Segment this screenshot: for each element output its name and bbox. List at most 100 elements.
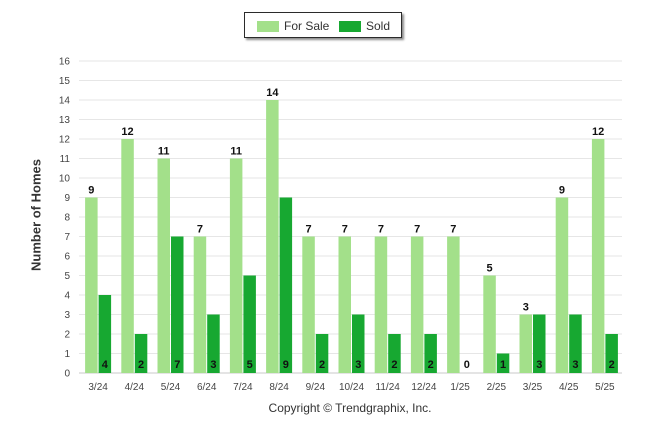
bar-for-sale[interactable] [555,197,569,374]
data-label: 2 [391,359,397,371]
bar-sold[interactable] [315,334,329,373]
bar-for-sale[interactable] [193,236,207,374]
legend-item-sold[interactable]: Sold [339,19,390,33]
bar-sold[interactable] [98,295,112,373]
data-label: 2 [428,359,434,371]
legend: For Sale Sold [244,12,402,38]
y-tick-label: 2 [64,330,70,341]
bar-for-sale[interactable] [519,314,533,374]
x-tick-label: 10/24 [339,382,364,393]
x-tick-label: 5/24 [161,382,181,393]
bar-sold[interactable] [279,197,293,374]
x-tick-label: 3/25 [523,382,543,393]
bar-sold[interactable] [424,334,437,373]
data-label: 2 [319,359,325,371]
data-label: 7 [305,224,311,236]
bar-for-sale[interactable] [266,100,279,373]
y-tick-label: 14 [59,96,71,107]
data-label: 1 [500,359,506,371]
data-label: 14 [266,87,279,99]
bar-sold[interactable] [569,314,582,374]
bar-sold[interactable] [171,236,184,374]
bar-for-sale[interactable] [229,158,243,374]
bar-sold[interactable] [533,314,546,374]
x-tick-label: 4/24 [125,382,145,393]
x-tick-label: 8/24 [269,382,289,393]
bar-for-sale[interactable] [338,236,352,374]
bar-sold[interactable] [134,334,148,373]
x-tick-label: 11/24 [376,382,401,393]
data-label: 9 [559,185,565,197]
bars [85,100,618,373]
bar-sold[interactable] [352,314,365,374]
y-tick-label: 4 [64,291,70,302]
y-tick-label: 9 [64,193,70,204]
bar-for-sale[interactable] [591,139,605,373]
data-label: 7 [414,224,420,236]
bar-sold[interactable] [207,314,220,374]
data-label: 7 [174,359,180,371]
x-tick-label: 2/25 [487,382,507,393]
x-tick-label: 7/24 [233,382,253,393]
bar-for-sale[interactable] [121,139,134,373]
y-tick-label: 16 [59,57,71,68]
data-label: 5 [486,263,492,275]
data-label: 3 [572,359,578,371]
bar-sold[interactable] [388,334,401,373]
x-tick-label: 4/25 [559,382,579,393]
legend-label-sold: Sold [366,19,391,33]
x-tick-label: 3/24 [88,382,108,393]
data-label: 7 [378,224,384,236]
data-label: 12 [592,126,604,138]
data-label: 9 [283,359,289,371]
y-tick-label: 12 [59,135,71,146]
data-label: 5 [247,359,253,371]
data-label: 7 [450,224,456,236]
data-label: 9 [88,185,94,197]
data-label: 3 [536,359,542,371]
bar-for-sale[interactable] [447,236,460,374]
bar-for-sale[interactable] [410,236,424,374]
bar-sold[interactable] [243,275,256,374]
data-label: 4 [102,359,109,371]
bar-for-sale[interactable] [157,158,171,374]
data-label: 11 [158,146,170,158]
data-label: 2 [609,359,615,371]
y-tick-label: 8 [64,213,70,224]
data-label: 2 [138,359,144,371]
legend-swatch-for-sale [257,20,279,32]
data-label: 7 [342,224,348,236]
y-axis-title: Number of Homes [28,159,44,271]
data-label: 3 [355,359,361,371]
y-tick-label: 5 [64,271,70,282]
data-label: 0 [464,359,470,371]
data-label: 12 [121,126,133,138]
data-label: 7 [197,224,203,236]
x-axis-ticks: 3/24 4/24 5/24 6/24 7/24 8/24 9/24 10/24 11/24 12… [88,382,615,393]
y-tick-label: 7 [64,232,70,243]
data-labels: 9 4 12 2 11 7 7 3 11 5 14 9 7 2 7 3 7 2 7 2 7 0 5 1 3 3 9 3 12 2 [88,87,614,371]
bar-sold[interactable] [605,334,618,373]
legend-item-for-sale[interactable]: For Sale [257,19,329,33]
copyright-credit: Copyright © Trendgraphix, Inc. [268,401,432,415]
x-tick-label: 1/25 [450,382,470,393]
data-label: 3 [523,302,529,314]
y-tick-label: 15 [59,76,71,87]
bar-sold[interactable] [496,353,510,374]
legend-label-for-sale: For Sale [284,19,330,33]
data-label: 11 [230,146,242,158]
bar-for-sale[interactable] [85,197,98,374]
bar-for-sale[interactable] [374,236,388,374]
data-label: 3 [210,359,216,371]
y-tick-label: 1 [64,349,70,360]
y-tick-label: 11 [60,154,71,165]
x-tick-label: 12/24 [411,382,436,393]
bar-for-sale[interactable] [483,275,496,374]
bar-for-sale[interactable] [302,236,315,374]
y-tick-label: 6 [64,252,70,263]
y-tick-label: 3 [64,310,70,321]
legend-swatch-sold [339,20,361,32]
y-tick-label: 13 [59,115,71,126]
